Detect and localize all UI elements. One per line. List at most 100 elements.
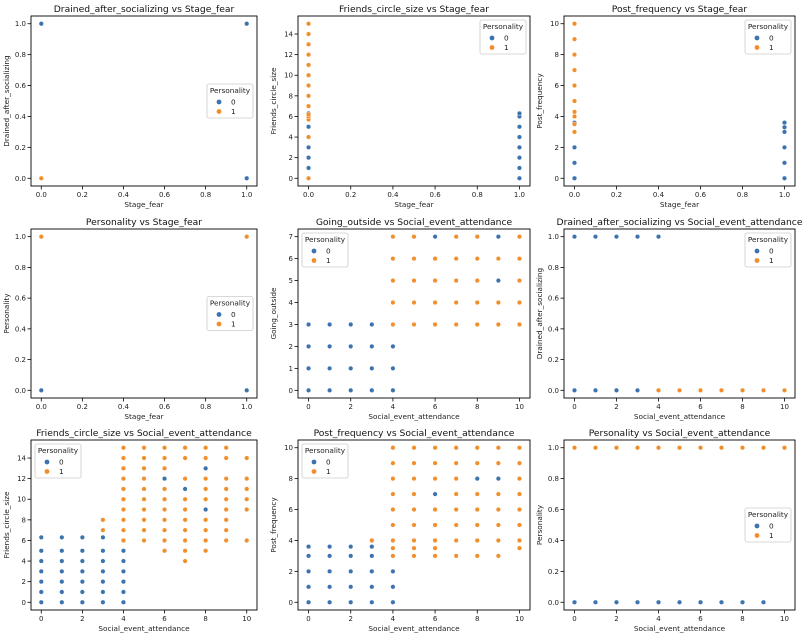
x-tick-label: 8: [740, 403, 744, 411]
x-tick-label: 0.6: [695, 191, 707, 199]
x-tick-label: 10: [515, 403, 524, 411]
legend-marker-0: [311, 459, 317, 465]
legend-label-0: 0: [769, 34, 774, 43]
axes-frame: [30, 439, 258, 611]
y-tick-label: 12: [17, 475, 26, 483]
y-tick-label: 0: [555, 175, 559, 183]
point-class-1: [38, 175, 44, 181]
point-class-1: [432, 522, 438, 528]
point-class-1: [162, 548, 168, 554]
point-class-1: [432, 300, 438, 306]
legend-marker-0: [216, 99, 222, 105]
legend-marker-0: [311, 248, 317, 254]
point-class-1: [474, 460, 480, 466]
point-class-1: [390, 491, 396, 497]
point-class-1: [244, 537, 250, 543]
point-class-0: [100, 558, 106, 564]
x-tick-label: 0.6: [159, 403, 171, 411]
point-class-0: [614, 234, 620, 240]
point-class-1: [432, 507, 438, 513]
point-class-0: [59, 548, 65, 554]
point-class-0: [306, 155, 312, 161]
point-class-0: [120, 568, 126, 574]
point-class-1: [782, 387, 788, 393]
subplot-title: Post_frequency vs Stage_fear: [612, 4, 748, 15]
point-class-1: [411, 476, 417, 482]
x-tick-label: 10: [780, 403, 789, 411]
x-axis-label: Social_event_attendance: [98, 624, 190, 633]
legend-label-1: 1: [326, 256, 331, 265]
point-class-1: [120, 476, 126, 482]
point-class-1: [223, 527, 229, 533]
y-tick-label: 2: [555, 144, 559, 152]
y-tick-label: 2: [22, 578, 26, 586]
x-tick-label: 4: [121, 615, 126, 623]
subplot-title: Going_outside vs Social_event_attendance: [316, 217, 513, 228]
point-class-1: [141, 445, 147, 451]
point-class-0: [306, 165, 312, 171]
subplot-2: 0.0 0.2 0.4 0.6 0.8 1.002468101214Friends_cir…: [269, 4, 531, 209]
point-class-1: [495, 537, 501, 543]
point-class-1: [182, 558, 188, 564]
point-class-1: [141, 517, 147, 523]
point-class-1: [390, 278, 396, 284]
point-class-1: [495, 522, 501, 528]
point-class-0: [390, 343, 396, 349]
point-class-1: [572, 98, 578, 104]
point-class-1: [120, 445, 126, 451]
x-tick-label: 0.2: [345, 191, 356, 199]
y-tick-label: 2: [289, 154, 293, 162]
legend-title: Personality: [210, 86, 251, 95]
legend: Personality 01: [301, 443, 349, 479]
point-class-0: [348, 599, 354, 605]
point-class-1: [306, 134, 312, 140]
x-tick-label: 10: [515, 615, 524, 623]
y-tick-label: 6: [555, 82, 560, 90]
point-class-1: [203, 496, 209, 502]
y-tick-label: 0.6: [548, 295, 560, 303]
x-tick-label: 8: [740, 615, 744, 623]
point-class-0: [38, 534, 44, 540]
point-class-0: [348, 553, 354, 559]
x-tick-label: 0.4: [387, 191, 399, 199]
legend-marker-1: [44, 469, 50, 474]
point-class-1: [432, 545, 438, 551]
y-tick-label: 0.2: [15, 144, 26, 152]
point-class-1: [516, 300, 522, 306]
point-class-0: [390, 599, 396, 605]
point-class-0: [348, 584, 354, 590]
point-class-0: [348, 544, 354, 550]
point-class-1: [182, 496, 188, 502]
axes-frame: [563, 439, 796, 611]
x-tick-label: 8: [203, 615, 207, 623]
point-class-1: [203, 486, 209, 492]
y-tick-label: 0.6: [548, 506, 560, 514]
legend-label-1: 1: [326, 467, 331, 476]
x-tick-label: 0.6: [159, 191, 171, 199]
x-tick-label: 6: [433, 615, 438, 623]
y-axis-label: Drained_after_socializing: [2, 55, 11, 146]
y-tick-label: 0.0: [548, 599, 559, 607]
legend: Personality 01: [744, 232, 792, 268]
x-axis-label: Stage_fear: [660, 200, 699, 209]
point-class-0: [369, 387, 375, 393]
point-class-0: [719, 599, 725, 605]
y-tick-label: 6: [289, 506, 294, 514]
legend-marker-1: [216, 321, 222, 327]
y-tick-label: 0.0: [548, 387, 559, 395]
point-class-1: [572, 445, 578, 451]
point-class-1: [411, 460, 417, 466]
legend-title: Personality: [38, 446, 79, 455]
point-class-1: [453, 321, 459, 327]
x-axis-label: Stage_fear: [394, 200, 433, 209]
point-class-1: [390, 445, 396, 451]
x-tick-label: 0.4: [118, 403, 130, 411]
point-class-0: [59, 534, 65, 540]
point-class-0: [348, 568, 354, 574]
legend-label-0: 0: [59, 458, 64, 467]
point-class-0: [516, 155, 522, 161]
point-class-1: [306, 21, 312, 27]
point-class-1: [223, 445, 229, 451]
